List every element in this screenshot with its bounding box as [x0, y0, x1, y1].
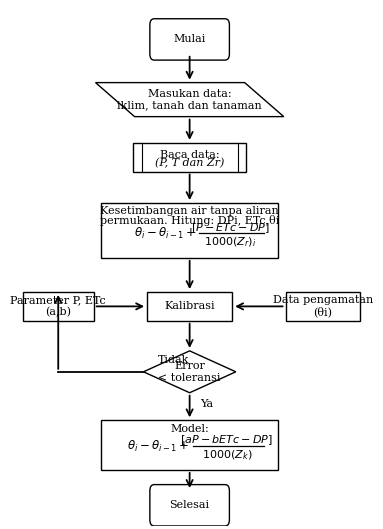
Polygon shape	[144, 351, 236, 393]
Text: $\theta_i - \theta_{i-1} +$: $\theta_i - \theta_{i-1} +$	[134, 225, 196, 241]
Text: Error
< toleransi: Error < toleransi	[159, 361, 221, 382]
Text: $1000(Z_k)$: $1000(Z_k)$	[202, 449, 252, 462]
Text: Kesetimbangan air tanpa aliran: Kesetimbangan air tanpa aliran	[100, 206, 279, 216]
Text: Model:: Model:	[170, 424, 209, 434]
Bar	[285, 292, 360, 321]
Bar	[147, 292, 232, 321]
Polygon shape	[95, 83, 284, 116]
Bar	[101, 203, 278, 258]
Text: $\theta_i - \theta_{i-1} +$: $\theta_i - \theta_{i-1} +$	[126, 439, 189, 454]
Text: Mulai: Mulai	[173, 34, 206, 44]
Text: Tidak: Tidak	[158, 355, 189, 365]
Text: Baca data:: Baca data:	[160, 150, 219, 160]
Text: Masukan data:
iklim, tanah dan tanaman: Masukan data: iklim, tanah dan tanaman	[117, 89, 262, 111]
Bar	[101, 420, 278, 470]
Text: $[aP - bETc - DP]$: $[aP - bETc - DP]$	[180, 433, 273, 447]
Polygon shape	[133, 143, 246, 171]
Text: Selesai: Selesai	[170, 500, 210, 510]
Text: $1000(Z_r)_i$: $1000(Z_r)_i$	[204, 235, 257, 249]
Text: Data pengamatan
(θi): Data pengamatan (θi)	[273, 295, 373, 317]
Bar	[23, 292, 94, 321]
Text: Parameter P, ETc
(a,b): Parameter P, ETc (a,b)	[10, 295, 106, 317]
Text: $[P - ETc - DP]$: $[P - ETc - DP]$	[191, 221, 270, 235]
Text: Kalibrasi: Kalibrasi	[164, 302, 215, 312]
FancyBboxPatch shape	[150, 19, 229, 60]
FancyBboxPatch shape	[150, 485, 229, 526]
Text: (P, T dan Zr): (P, T dan Zr)	[155, 158, 224, 169]
Text: Ya: Ya	[200, 399, 213, 409]
Text: permukaan. Hitung: DPi, ETc,θi: permukaan. Hitung: DPi, ETc,θi	[100, 214, 279, 225]
